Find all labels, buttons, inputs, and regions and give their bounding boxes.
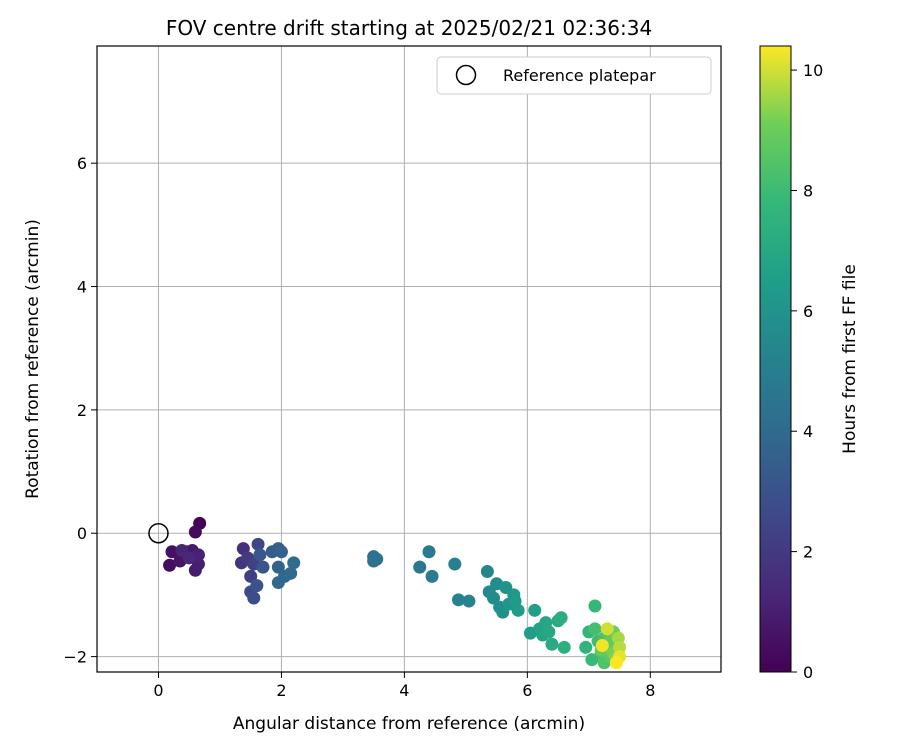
data-point <box>271 576 285 590</box>
data-point <box>609 656 623 670</box>
data-point <box>182 551 196 565</box>
data-point <box>163 558 177 572</box>
colorbar-label: Hours from first FF file <box>840 264 860 454</box>
y-tick-label: 0 <box>77 524 87 543</box>
data-point <box>165 545 179 559</box>
x-axis-label: Angular distance from reference (arcmin) <box>233 714 585 734</box>
x-axis-ticks: 0 2 4 6 8 <box>153 672 655 700</box>
colorbar-tick-label: 6 <box>803 302 813 321</box>
data-point <box>422 545 436 559</box>
data-point <box>253 548 267 562</box>
data-point <box>188 525 202 539</box>
data-point <box>256 560 270 574</box>
data-point <box>462 594 476 608</box>
data-point <box>413 560 427 574</box>
x-tick-label: 8 <box>645 681 655 700</box>
data-point <box>579 640 593 654</box>
colorbar-tick-label: 4 <box>803 422 813 441</box>
grid <box>97 46 721 672</box>
data-point <box>370 552 384 566</box>
reference-marker <box>148 522 169 544</box>
chart-title: FOV centre drift starting at 2025/02/21 … <box>166 16 652 40</box>
scatter-points <box>163 516 627 670</box>
data-point <box>528 603 542 617</box>
y-tick-label: 4 <box>77 278 87 297</box>
data-point <box>487 591 501 605</box>
data-point <box>284 566 298 580</box>
colorbar <box>759 45 792 673</box>
data-point <box>600 622 614 636</box>
data-point <box>554 611 568 625</box>
plot-frame <box>96 45 722 673</box>
data-point <box>613 640 627 654</box>
data-point <box>588 599 602 613</box>
x-tick-label: 0 <box>153 681 163 700</box>
data-point <box>287 556 301 570</box>
data-point <box>545 637 559 651</box>
y-tick-label: 2 <box>77 401 87 420</box>
data-point <box>588 622 602 636</box>
legend-box <box>436 56 712 95</box>
data-point <box>542 625 556 639</box>
data-point <box>557 640 571 654</box>
y-tick-label: −2 <box>63 648 87 667</box>
data-point <box>448 557 462 571</box>
colorbar-tick-label: 10 <box>803 61 823 80</box>
data-point <box>244 569 258 583</box>
data-point <box>274 545 288 559</box>
y-axis-ticks: −2 0 2 4 6 <box>63 154 97 667</box>
legend-marker-reference <box>455 64 477 86</box>
data-point <box>250 579 264 593</box>
data-point <box>191 557 205 571</box>
data-point <box>251 537 265 551</box>
y-axis-label: Rotation from reference (arcmin) <box>23 219 43 499</box>
data-point <box>585 653 599 667</box>
legend-label-reference: Reference platepar <box>503 66 656 85</box>
data-point <box>425 569 439 583</box>
x-tick-label: 6 <box>522 681 532 700</box>
colorbar-tick-label: 2 <box>803 543 813 562</box>
x-tick-label: 4 <box>399 681 409 700</box>
data-point <box>271 560 285 574</box>
colorbar-ticks: 0 2 4 6 8 10 <box>791 61 823 682</box>
colorbar-tick-label: 8 <box>803 181 813 200</box>
data-point <box>480 564 494 578</box>
data-point <box>451 593 465 607</box>
data-point <box>247 591 261 605</box>
reference-layer <box>148 522 169 544</box>
colorbar-tick-label: 0 <box>803 663 813 682</box>
x-tick-label: 2 <box>276 681 286 700</box>
data-point <box>595 638 609 652</box>
legend: Reference platepar <box>436 56 712 95</box>
data-point <box>511 603 525 617</box>
y-tick-label: 6 <box>77 154 87 173</box>
